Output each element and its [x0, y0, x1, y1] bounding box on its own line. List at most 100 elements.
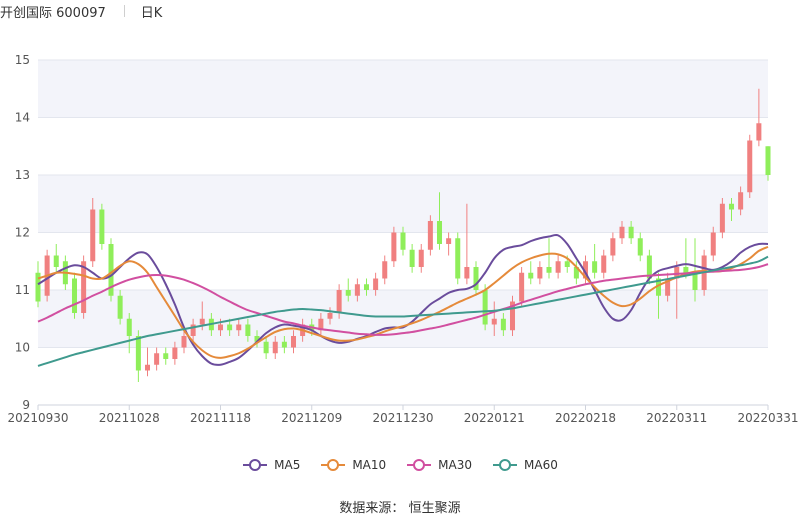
y-tick-label: 15 [15, 53, 30, 67]
candle-up [272, 336, 278, 359]
candle-up [610, 232, 616, 262]
candle-body [455, 238, 461, 279]
candle-down [482, 284, 488, 331]
candle-body [71, 278, 78, 313]
candle-down [245, 318, 251, 342]
candle-up [619, 221, 625, 244]
chart-header: 开创国际 600097 日K [0, 0, 162, 22]
x-tick-label: 20211118 [190, 411, 251, 425]
candle-body [391, 232, 397, 262]
candle-up [418, 244, 424, 273]
candle-body [263, 341, 269, 354]
candle-body [254, 336, 260, 342]
x-tick-label: 20210930 [7, 411, 68, 425]
candle-up [354, 278, 360, 302]
candle-body [336, 290, 342, 313]
y-axis: 9 10 11 12 13 14 15 [15, 53, 30, 412]
candle-body [363, 284, 370, 290]
candle-body [765, 146, 771, 175]
candle-up [555, 255, 561, 279]
candle-up [290, 330, 297, 354]
candle-body [710, 232, 716, 256]
candle-up [154, 347, 160, 371]
candle-down [363, 278, 370, 296]
candle-up [427, 215, 433, 256]
candle-up [446, 232, 452, 256]
candle-body [728, 203, 735, 210]
candle-up [519, 267, 525, 308]
legend-item-ma30[interactable]: MA30 [406, 458, 472, 472]
y-tick-label: 12 [15, 226, 30, 240]
candle-body [491, 318, 497, 325]
candle-body [646, 255, 652, 279]
y-tick-label: 11 [15, 283, 30, 297]
period-label[interactable]: 日K [140, 5, 163, 21]
candle-body [373, 278, 379, 290]
candle-down [227, 318, 233, 336]
candle-down [108, 238, 114, 302]
candle-up [464, 203, 470, 285]
plot-band [38, 175, 768, 233]
candle-body [637, 238, 643, 256]
x-tick-label: 20211209 [281, 411, 342, 425]
legend-swatch-ma5 [243, 459, 268, 471]
candle-down [573, 261, 579, 285]
candle-up [181, 330, 187, 354]
candle-down [126, 313, 132, 354]
candle-body [628, 226, 634, 239]
candle-body [108, 244, 114, 296]
candle-up [81, 255, 87, 319]
candle-body [747, 140, 753, 193]
candle-up [537, 261, 543, 285]
candle-body [144, 364, 151, 371]
candle-down [436, 192, 443, 250]
candle-down [99, 203, 105, 250]
candle-down [455, 232, 461, 285]
candle-up [491, 301, 497, 336]
candle-body [537, 267, 543, 279]
candle-body [582, 261, 589, 279]
candle-body [126, 318, 132, 336]
candle-body [482, 290, 488, 325]
candle-body [35, 272, 41, 302]
candle-up [382, 255, 388, 285]
legend-item-ma5[interactable]: MA5 [242, 458, 300, 472]
candle-body [619, 226, 625, 239]
candle-up [710, 226, 716, 262]
legend-item-ma10[interactable]: MA10 [320, 458, 386, 472]
candle-body [327, 313, 333, 319]
candle-up [373, 272, 379, 296]
header-divider [123, 5, 125, 17]
candle-up [509, 295, 516, 336]
x-tick-label: 20220218 [555, 411, 616, 425]
stock-title: 开创国际 600097 [0, 5, 106, 21]
candle-down [117, 290, 123, 325]
candle-body [272, 341, 278, 354]
legend-item-ma60[interactable]: MA60 [492, 458, 558, 472]
candle-body [519, 272, 525, 302]
candle-up [601, 249, 607, 279]
candle-body [573, 267, 579, 279]
candle-body [227, 324, 233, 331]
candle-body [281, 341, 287, 348]
legend: MA5 MA10 MA30 MA60 [0, 458, 800, 472]
y-tick-label: 10 [15, 341, 30, 355]
x-tick-label: 20220121 [464, 411, 525, 425]
y-tick-label: 9 [22, 398, 30, 412]
candle-up [719, 198, 725, 239]
candle-body [245, 324, 251, 336]
candle-down [592, 244, 598, 279]
candle-body [400, 232, 406, 250]
candle-body [217, 324, 224, 331]
candle-body [382, 261, 388, 279]
candle-body [53, 255, 59, 267]
candle-body [756, 123, 762, 141]
x-tick-label: 20220331 [737, 411, 798, 425]
candle-body [592, 261, 598, 273]
candle-body [418, 249, 424, 267]
candle-down [263, 336, 269, 359]
candle-body [163, 353, 169, 359]
candle-down [683, 238, 689, 279]
candle-body [90, 209, 96, 262]
